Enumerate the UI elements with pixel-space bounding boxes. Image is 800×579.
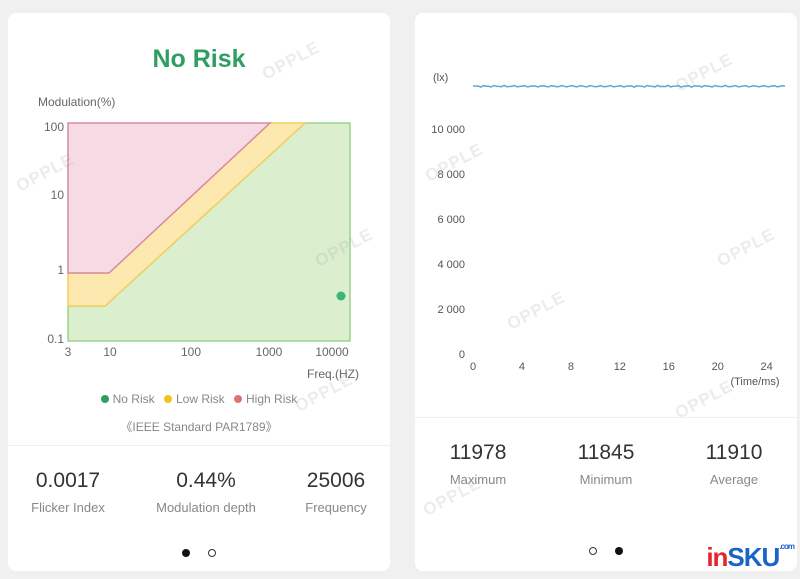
frequency-label: Frequency (305, 500, 367, 515)
flicker-risk-card: No Risk Modulation(%) 100 10 1 0.1 3 10 … (8, 13, 390, 571)
x-tick-100: 100 (181, 345, 201, 359)
maximum-label: Maximum (449, 472, 507, 487)
flicker-index-value: 0.0017 (35, 469, 101, 492)
frequency-value: 25006 (306, 469, 366, 492)
page-indicator-1[interactable] (589, 547, 597, 555)
illuminance-line (472, 84, 786, 89)
x-tick-label: 20 (712, 361, 724, 373)
page-indicator-1[interactable] (182, 549, 190, 557)
legend-high-risk: High Risk (234, 392, 297, 406)
risk-legend: No Risk Low Risk High Risk (8, 392, 390, 406)
modulation-depth-value: 0.44% (176, 469, 236, 492)
insku-logo: inSKU.com (706, 542, 795, 572)
maximum-value: 11978 (449, 441, 507, 464)
risk-level-title: No Risk (152, 45, 246, 73)
y-axis-unit: (lx) (433, 72, 448, 84)
legend-no-risk: No Risk (100, 392, 155, 406)
minimum-label: Minimum (579, 472, 633, 487)
stats-divider (415, 417, 797, 418)
x-tick-label: 24 (761, 361, 773, 373)
standard-reference: 《IEEE Standard PAR1789》 (120, 420, 278, 434)
x-axis-title: (Time/ms) (730, 376, 779, 388)
x-tick-label: 16 (663, 361, 675, 373)
y-tick-label: 4 000 (437, 259, 465, 271)
legend-low-risk: Low Risk (163, 392, 225, 406)
flicker-index-label: Flicker Index (31, 500, 105, 515)
x-axis-title: Freq.(HZ) (307, 367, 359, 381)
x-tick-10000: 10000 (315, 345, 349, 359)
ieee-risk-chart: Modulation(%) 100 10 1 0.1 3 10 100 1000… (38, 95, 359, 381)
y-axis-title: Modulation(%) (38, 95, 115, 109)
x-tick-10: 10 (103, 345, 117, 359)
y-tick-label: 0 (459, 349, 465, 361)
y-tick-10: 10 (51, 188, 65, 202)
y-tick-label: 10 000 (431, 124, 465, 136)
y-tick-label: 8 000 (437, 169, 465, 181)
y-tick-1: 1 (57, 263, 64, 277)
x-tick-3: 3 (65, 345, 72, 359)
y-tick-100: 100 (44, 120, 64, 134)
page-indicator-2[interactable] (615, 547, 623, 555)
measured-point (336, 291, 346, 301)
x-tick-label: 8 (568, 361, 574, 373)
high-risk-zone (67, 122, 272, 274)
modulation-depth-label: Modulation depth (156, 500, 256, 515)
y-tick-label: 6 000 (437, 214, 465, 226)
page-indicator-2[interactable] (208, 549, 216, 557)
y-tick-0.1: 0.1 (47, 332, 64, 346)
x-tick-label: 0 (470, 361, 476, 373)
stats-divider (8, 445, 390, 446)
x-tick-label: 12 (614, 361, 626, 373)
illuminance-card: (lx) 10 000 8 000 6 000 4 000 2 000 0 0 4 8 12 16… (415, 13, 797, 571)
average-label: Average (709, 472, 759, 487)
x-tick-1000: 1000 (256, 345, 283, 359)
x-tick-label: 4 (519, 361, 525, 373)
illuminance-time-chart: (lx) 10 000 8 000 6 000 4 000 2 000 0 0 4 8 12 16… (431, 72, 786, 388)
minimum-value: 11845 (577, 441, 635, 464)
average-value: 11910 (705, 441, 763, 464)
y-tick-label: 2 000 (437, 304, 465, 316)
